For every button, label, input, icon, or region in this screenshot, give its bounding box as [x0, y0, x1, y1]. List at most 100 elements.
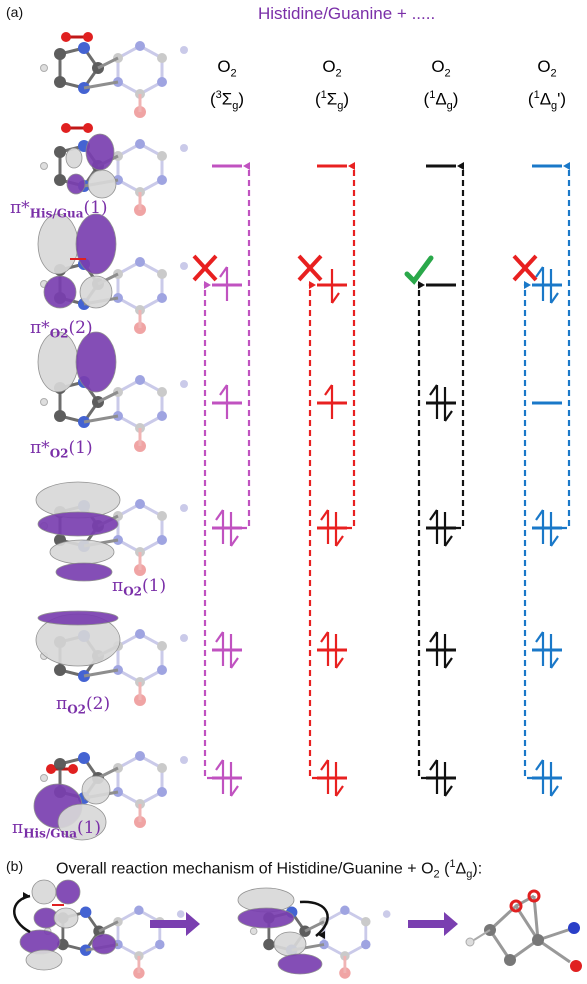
hydrogen-atom — [40, 398, 48, 406]
orbital-lobe — [273, 931, 307, 957]
hydrogen-atom — [465, 937, 475, 947]
atom — [180, 634, 188, 642]
panel-b-caption: Overall reaction mechanism of Histidine/… — [56, 858, 483, 881]
atom — [263, 938, 275, 951]
excitation-path-right — [346, 164, 356, 530]
atom — [180, 504, 188, 512]
ring-bond — [322, 908, 368, 958]
panel-b-label: (b) — [6, 858, 24, 874]
orbital-lobe — [57, 803, 107, 841]
spin-down-arrow — [334, 634, 344, 669]
spin-down-arrow — [549, 762, 559, 797]
spin-barb — [444, 410, 453, 422]
spin-barb — [320, 759, 329, 771]
column-header-singlet-sigma: O2 (1Σg) — [314, 57, 350, 113]
carbon-atom — [504, 954, 516, 966]
atom — [157, 175, 167, 185]
bond — [98, 920, 119, 933]
spin-up-arrow — [215, 509, 225, 544]
ring-bond — [116, 44, 164, 96]
spin-barb — [230, 657, 239, 669]
orbital-lobe — [49, 539, 115, 565]
hydrogen-atom — [40, 774, 48, 782]
spin-barb — [429, 509, 438, 521]
orbital-lobe — [25, 949, 63, 971]
arrowhead — [457, 162, 464, 170]
atom — [155, 939, 165, 950]
forbidden-cross-icon — [297, 254, 323, 282]
oxygen-atom — [68, 764, 78, 774]
atom — [54, 48, 66, 60]
reaction-arrow — [408, 912, 458, 936]
mechanism-product-molecule — [465, 889, 582, 972]
orbital-label-pi-his-gua-1: πHis/Gua(1) — [12, 818, 102, 841]
carbon-atom — [532, 934, 544, 946]
atom — [157, 641, 167, 651]
atom — [157, 387, 167, 397]
orbital-lobe — [65, 147, 83, 169]
orbital-label-pi-star-his-gua-1: π*His/Gua(1) — [10, 198, 108, 221]
orbital-lobe — [75, 331, 117, 393]
atom — [180, 262, 188, 270]
orbital-lobe — [81, 775, 111, 805]
cross-stroke — [297, 254, 323, 282]
atom — [135, 257, 145, 267]
spin-barb — [320, 631, 329, 643]
spin-down-arrow — [330, 269, 340, 304]
bond — [97, 56, 119, 70]
spin-up-arrow — [535, 266, 545, 301]
spin-barb — [535, 266, 544, 278]
spin-barb — [215, 759, 224, 771]
atom — [157, 787, 167, 797]
atom — [340, 905, 350, 916]
spin-down-arrow — [229, 512, 239, 547]
spin-down-arrow — [443, 512, 453, 547]
atom — [180, 380, 188, 388]
spin-up-arrow — [215, 631, 225, 666]
hydrogen-atom — [40, 64, 48, 72]
atom — [180, 144, 188, 152]
spin-down-arrow — [549, 512, 559, 547]
orbital-lobe — [91, 933, 117, 955]
orbital-lobe — [37, 213, 79, 275]
orbital-lobe — [85, 133, 115, 171]
spin-barb — [429, 759, 438, 771]
atom — [135, 375, 145, 385]
atom — [157, 763, 167, 773]
spin-up-arrow — [535, 509, 545, 544]
atom — [54, 146, 66, 158]
cross-stroke — [512, 254, 538, 282]
arrowhead — [23, 892, 30, 900]
spin-barb — [444, 535, 453, 547]
arrowhead — [418, 281, 425, 289]
atom — [135, 629, 145, 639]
spin-barb — [550, 785, 559, 797]
atom — [180, 756, 188, 764]
arrowhead — [318, 931, 325, 939]
excitation-path-left — [523, 283, 533, 780]
atom — [180, 46, 188, 54]
atom — [157, 269, 167, 279]
excitation-path-left — [417, 283, 427, 780]
spin-down-arrow — [443, 634, 453, 669]
orbital-lobe — [87, 169, 117, 199]
excitation-path-left — [203, 283, 213, 780]
bond — [97, 390, 119, 404]
excitation-path-left — [308, 283, 318, 780]
curved-arrow — [299, 900, 329, 937]
atom — [54, 758, 66, 770]
spin-barb — [335, 785, 344, 797]
bond — [537, 938, 571, 964]
spin-down-arrow — [229, 634, 239, 669]
spin-up-arrow — [535, 759, 545, 794]
spin-barb — [550, 535, 559, 547]
atom — [157, 151, 167, 161]
oxygen-atom — [509, 899, 523, 913]
spin-barb — [550, 657, 559, 669]
orbital-lobe — [37, 511, 119, 537]
atom — [157, 53, 167, 63]
atom — [78, 752, 90, 764]
oxygen-atom — [61, 32, 71, 42]
spin-barb — [230, 785, 239, 797]
